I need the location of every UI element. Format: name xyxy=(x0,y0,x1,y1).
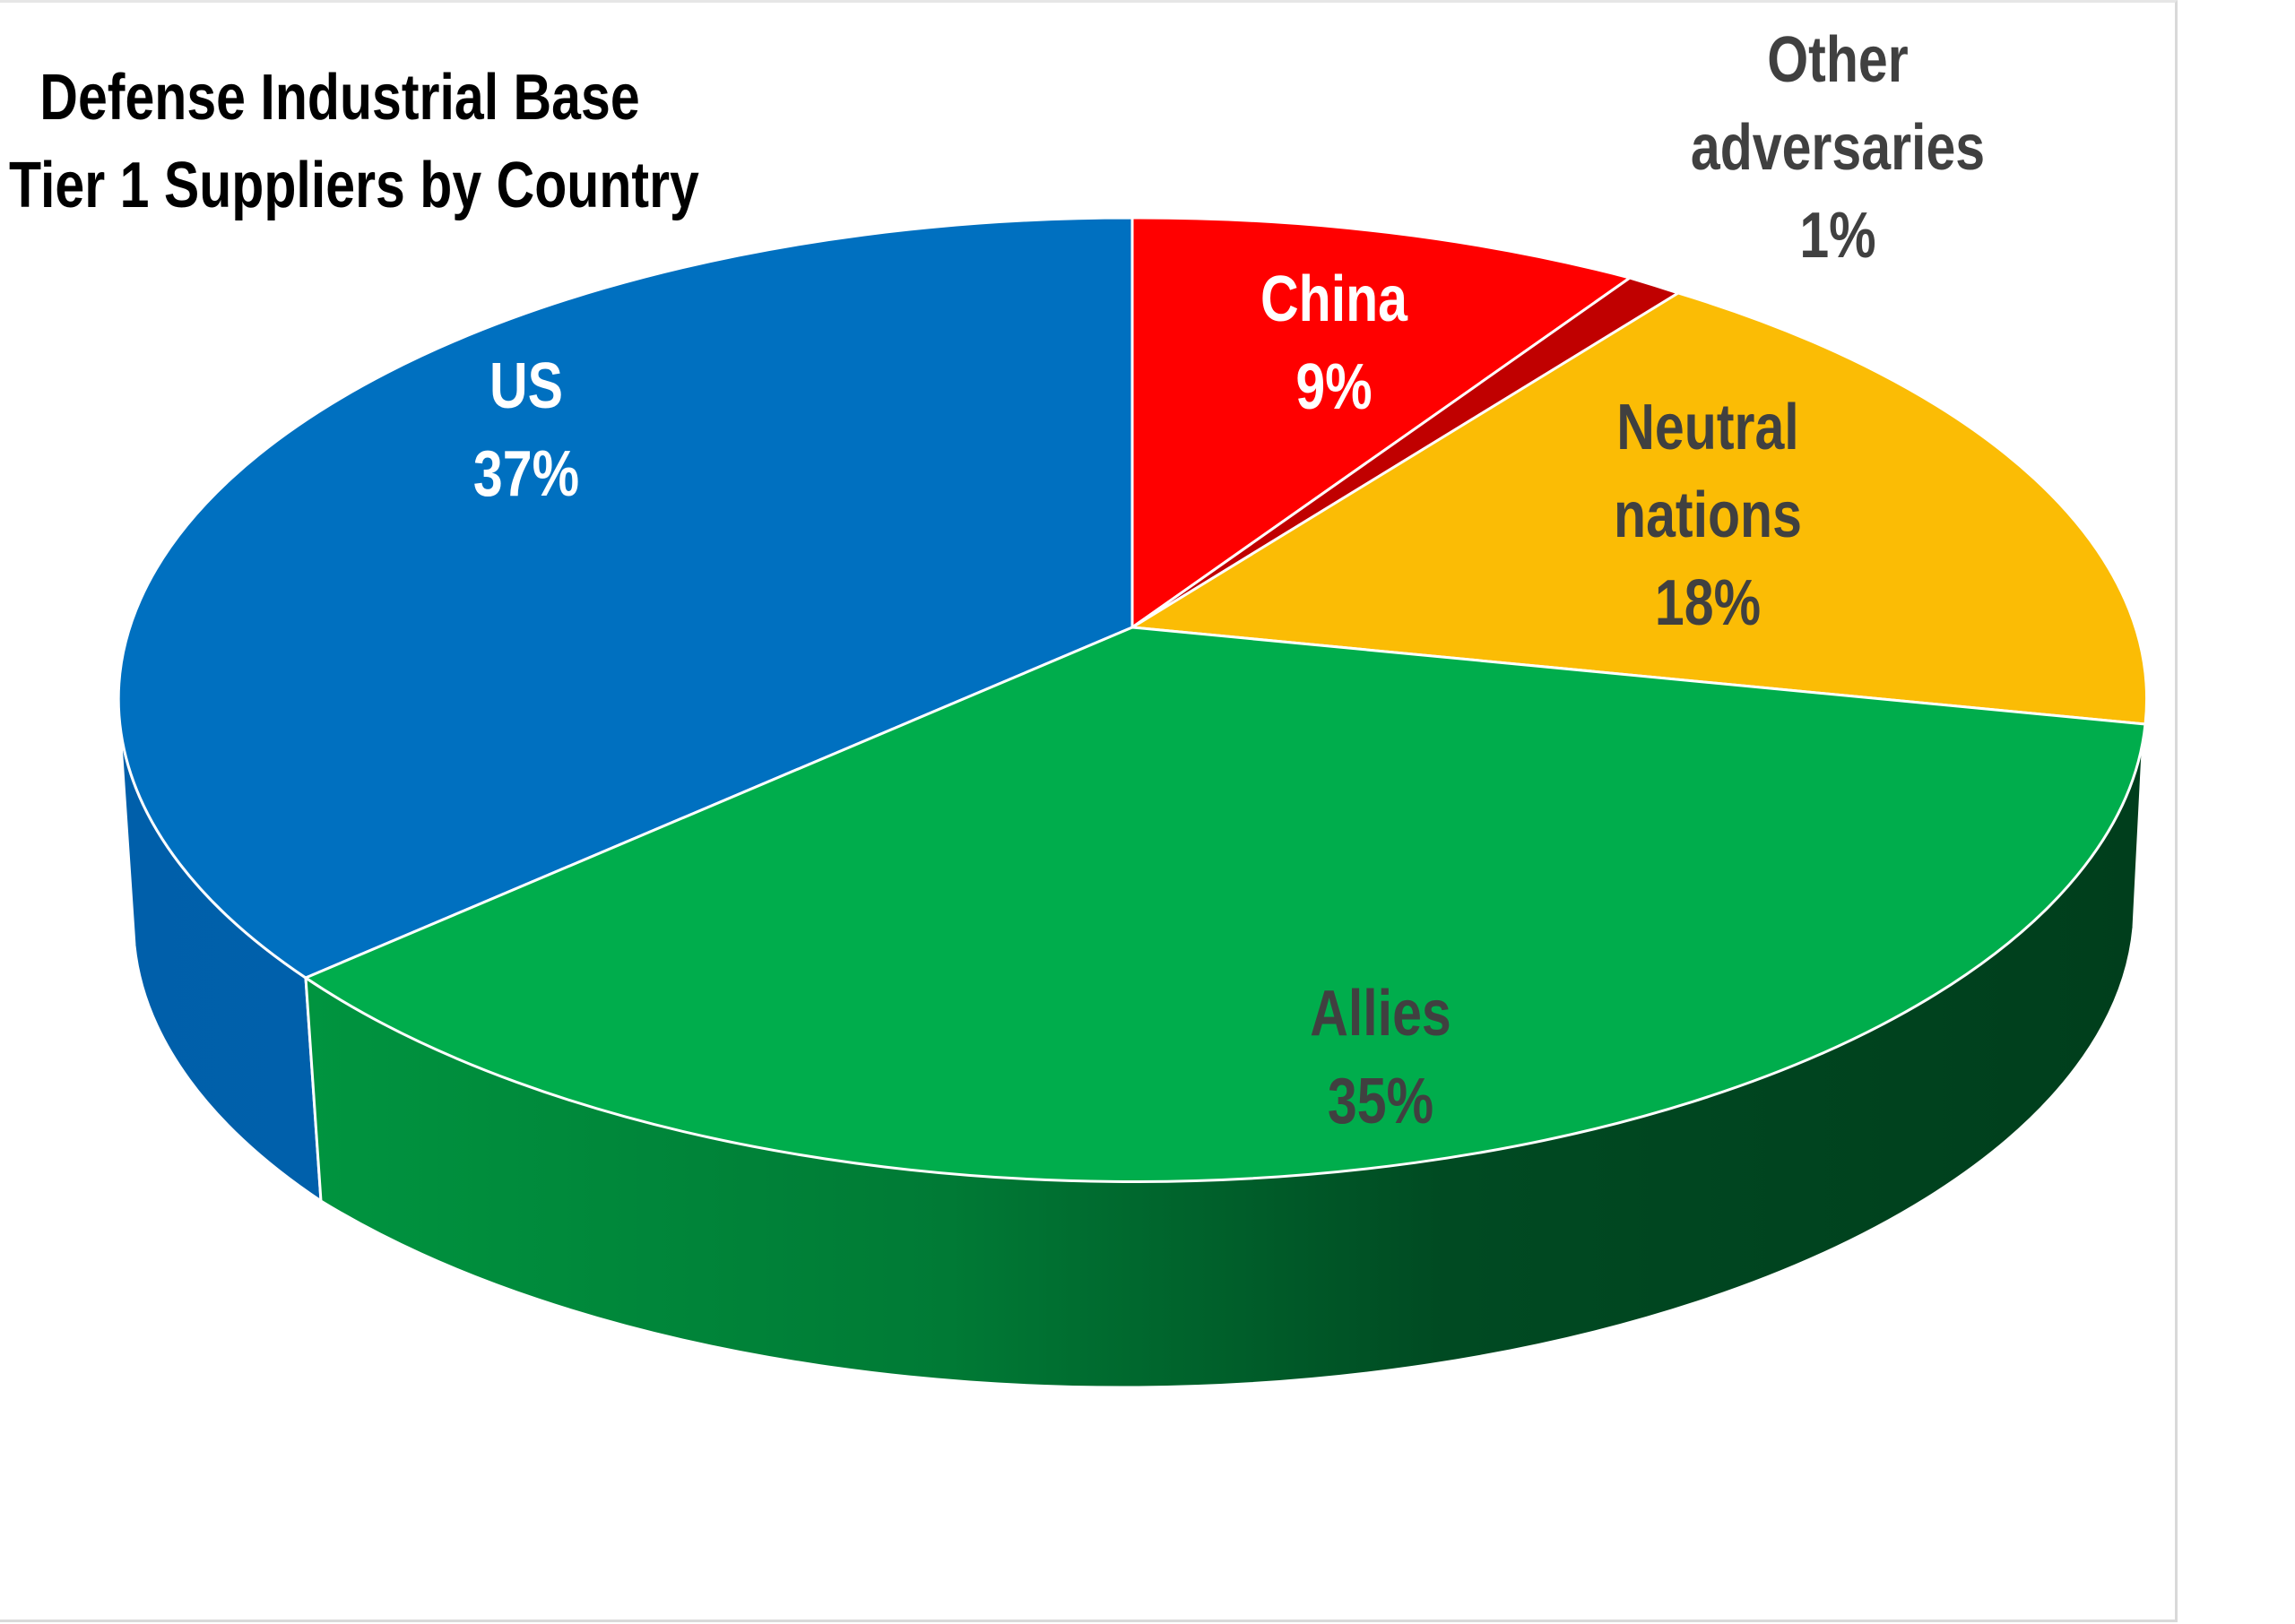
data-label-neutral-name-2: nations xyxy=(1614,479,1802,551)
data-label-other-value: 1% xyxy=(1799,200,1876,272)
data-label-neutral-name-1: Neutral xyxy=(1616,392,1799,463)
slice-china[interactable] xyxy=(1130,216,1633,630)
data-label-neutral-value: 18% xyxy=(1654,567,1762,639)
data-label-us: US 37% xyxy=(473,342,579,518)
data-label-us-name: US xyxy=(489,350,564,422)
data-label-china-name: China xyxy=(1260,263,1408,335)
chart-title: Defense Industrial Base Tier 1 Suppliers… xyxy=(9,54,699,229)
chart-title-line-2: Tier 1 Suppliers by Country xyxy=(9,150,699,221)
data-label-allies-value: 35% xyxy=(1327,1066,1434,1137)
data-label-other-adversaries: Other adversaries 1% xyxy=(1691,16,1985,280)
data-label-allies-name: Allies xyxy=(1310,978,1451,1050)
data-label-us-value: 37% xyxy=(472,438,580,510)
slice-neutral-nations[interactable] xyxy=(1128,291,2149,726)
data-label-china-value: 9% xyxy=(1295,351,1373,423)
data-label-allies: Allies 35% xyxy=(1310,970,1451,1145)
data-label-neutral-nations: Neutral nations 18% xyxy=(1614,384,1802,647)
slice-us[interactable] xyxy=(117,216,1134,980)
data-label-other-name-1: Other xyxy=(1767,24,1909,96)
slice-allies[interactable] xyxy=(302,626,2147,1183)
data-label-other-name-2: adversaries xyxy=(1690,112,1986,184)
data-label-china: China 9% xyxy=(1260,255,1407,431)
chart-title-line-1: Defense Industrial Base xyxy=(39,62,640,134)
